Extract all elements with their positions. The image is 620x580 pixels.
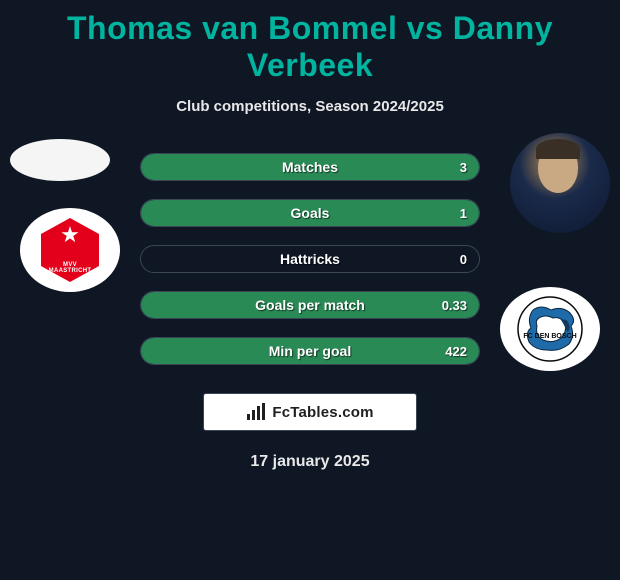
stat-value-right: 3 <box>460 154 467 180</box>
branding-text: FcTables.com <box>272 404 373 421</box>
player-left-avatar <box>10 139 110 181</box>
dragon-icon: FC DEN BOSCH <box>517 296 583 362</box>
subtitle: Club competitions, Season 2024/2025 <box>0 98 620 115</box>
stat-row-hattricks: Hattricks 0 <box>140 245 480 273</box>
star-icon: ★ <box>60 224 80 246</box>
stat-value-right: 422 <box>445 338 467 364</box>
stat-label: Matches <box>141 154 479 180</box>
stat-row-goals-per-match: Goals per match 0.33 <box>140 291 480 319</box>
page-title: Thomas van Bommel vs Danny Verbeek <box>0 0 620 84</box>
stat-bars: Matches 3 Goals 1 Hattricks 0 Goals per … <box>140 153 480 383</box>
comparison-panel: ★ MVVMAASTRICHT FC DEN BOSCH Matches 3 G… <box>0 153 620 383</box>
stat-row-goals: Goals 1 <box>140 199 480 227</box>
team-left-name: MVVMAASTRICHT <box>41 262 99 274</box>
stat-value-right: 1 <box>460 200 467 226</box>
bars-icon <box>246 403 266 421</box>
stat-value-right: 0 <box>460 246 467 272</box>
date-label: 17 january 2025 <box>0 453 620 471</box>
stat-label: Goals <box>141 200 479 226</box>
stat-label: Goals per match <box>141 292 479 318</box>
stat-row-matches: Matches 3 <box>140 153 480 181</box>
stat-label: Hattricks <box>141 246 479 272</box>
team-right-badge: FC DEN BOSCH <box>500 287 600 371</box>
stat-label: Min per goal <box>141 338 479 364</box>
stat-value-right: 0.33 <box>442 292 467 318</box>
player-right-avatar <box>510 133 610 233</box>
branding-box: FcTables.com <box>203 393 417 431</box>
team-left-badge: ★ MVVMAASTRICHT <box>20 208 120 292</box>
stat-row-min-per-goal: Min per goal 422 <box>140 337 480 365</box>
svg-text:FC DEN BOSCH: FC DEN BOSCH <box>523 333 576 340</box>
